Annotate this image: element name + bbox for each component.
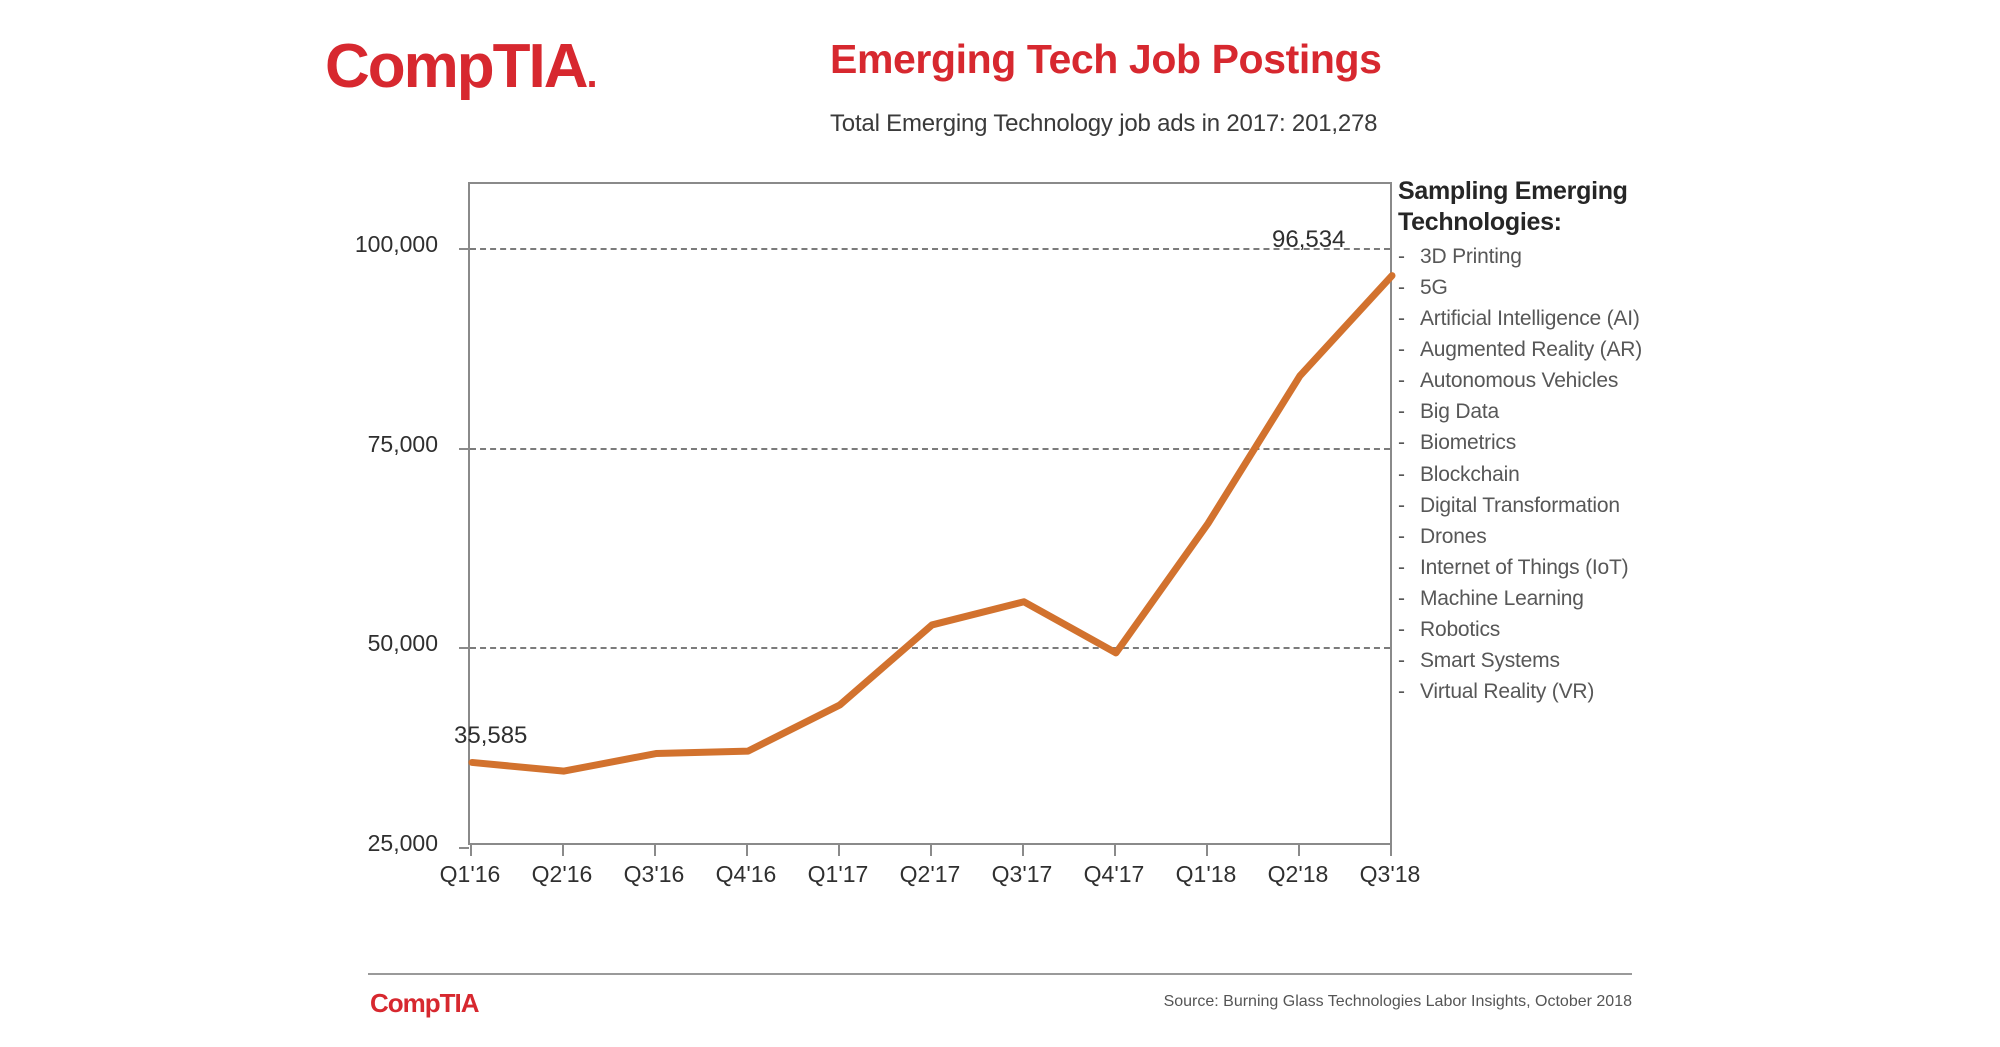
comptia-logo: CompTIA. <box>325 36 598 98</box>
gridline <box>470 447 1390 450</box>
list-item-label: Blockchain <box>1420 462 1520 486</box>
list-item-label: Internet of Things (IoT) <box>1420 555 1629 579</box>
y-tick-label: 75,000 <box>367 430 438 457</box>
x-tick-mark <box>562 845 564 856</box>
list-bullet: - <box>1398 338 1405 362</box>
list-item-label: Virtual Reality (VR) <box>1420 680 1595 704</box>
x-tick-mark <box>746 845 748 856</box>
footer-source-text: Source: Burning Glass Technologies Labor… <box>1163 993 1632 1010</box>
x-tick-mark <box>1298 845 1300 856</box>
data-point-label: 35,585 <box>454 722 528 750</box>
list-item-label: Smart Systems <box>1420 649 1560 673</box>
x-tick-mark <box>1022 845 1024 856</box>
list-item: - Big Data <box>1398 396 1728 427</box>
sidebar-heading-line2: Technologies: <box>1398 207 1562 236</box>
x-tick-label: Q3'17 <box>991 861 1053 887</box>
list-item-label: Autonomous Vehicles <box>1420 369 1619 393</box>
list-item-label: Augmented Reality (AR) <box>1420 338 1643 362</box>
list-bullet: - <box>1398 617 1405 641</box>
sidebar-heading-line1: Sampling Emerging <box>1398 177 1628 205</box>
list-bullet: - <box>1398 276 1405 300</box>
list-item: - Internet of Things (IoT) <box>1398 552 1728 583</box>
list-item-label: Machine Learning <box>1420 586 1584 610</box>
list-bullet: - <box>1398 586 1405 610</box>
x-tick-mark <box>654 845 656 856</box>
y-tick-label: 50,000 <box>367 630 438 657</box>
comptia-logo-dot: . <box>586 52 598 96</box>
list-item-label: Big Data <box>1420 400 1499 424</box>
list-item-label: Drones <box>1420 524 1487 548</box>
x-tick-label: Q3'18 <box>1359 861 1421 887</box>
list-item: - Machine Learning <box>1398 583 1728 614</box>
x-tick-label: Q4'17 <box>1083 861 1145 887</box>
y-tick-mark <box>459 847 469 849</box>
x-tick-mark <box>838 845 840 856</box>
list-item-label: Robotics <box>1420 617 1501 641</box>
x-tick-label: Q1'16 <box>439 861 501 887</box>
list-item: - Augmented Reality (AR) <box>1398 334 1728 365</box>
x-tick-label: Q2'18 <box>1267 861 1329 887</box>
series-line <box>468 272 1396 775</box>
y-tick-label: 25,000 <box>367 830 438 856</box>
footer-divider <box>368 973 1632 975</box>
x-tick-mark <box>1206 845 1208 856</box>
x-axis: Q1'16 Q2'16 Q3'16 Q4'16 Q1'17 Q2'17 Q3'17 Q4'17… <box>440 845 1420 905</box>
list-bullet: - <box>1398 555 1405 579</box>
list-bullet: - <box>1398 680 1405 704</box>
comptia-logo-text: CompTIA <box>325 32 589 101</box>
x-tick-label: Q2'17 <box>899 861 961 887</box>
y-tick-label: 100,000 <box>354 230 438 257</box>
list-item: - Autonomous Vehicles <box>1398 365 1728 396</box>
x-tick-label: Q4'16 <box>715 861 777 887</box>
chart-gridlines <box>459 184 1390 849</box>
list-bullet: - <box>1398 493 1405 517</box>
list-item-label: 3D Printing <box>1420 245 1522 268</box>
list-bullet: - <box>1398 307 1405 331</box>
gridline <box>470 247 1390 250</box>
y-tick-mark <box>459 247 469 250</box>
list-bullet: - <box>1398 245 1405 268</box>
list-item: - Digital Transformation <box>1398 490 1728 521</box>
list-item: -3D Printing <box>1398 241 1728 272</box>
list-item-label: Digital Transformation <box>1420 493 1620 517</box>
list-item-label: Artificial Intelligence (AI) <box>1420 307 1640 331</box>
page-title: Emerging Tech Job Postings <box>830 36 1382 82</box>
list-item: - Blockchain <box>1398 459 1728 490</box>
x-tick-mark <box>930 845 932 856</box>
list-item: - Biometrics <box>1398 427 1728 458</box>
list-bullet: - <box>1398 431 1405 455</box>
y-tick-mark <box>459 647 469 650</box>
list-bullet: - <box>1398 462 1405 486</box>
list-item-label: Biometrics <box>1420 431 1517 455</box>
x-tick-mark <box>1114 845 1116 856</box>
footer-comptia-logo: CompTIA <box>370 988 480 1018</box>
list-item: - Artificial Intelligence (AI) <box>1398 303 1728 334</box>
technology-list: -3D Printing -5G - Artificial Intelligence … <box>1398 241 1728 707</box>
page-subtitle: Total Emerging Technology job ads in 201… <box>830 110 1378 137</box>
y-tick-mark <box>459 447 469 450</box>
sidebar-heading: Sampling Emerging Technologies: <box>1398 176 1728 237</box>
list-item: - Virtual Reality (VR) <box>1398 676 1728 707</box>
x-tick-label: Q3'16 <box>623 861 685 887</box>
x-tick-label: Q1'18 <box>1175 861 1237 887</box>
data-point-label: 96,534 <box>1272 225 1346 253</box>
list-bullet: - <box>1398 400 1405 424</box>
x-tick-label: Q1'17 <box>807 861 869 887</box>
list-item-label: 5G <box>1420 276 1448 300</box>
list-item: - Smart Systems <box>1398 645 1728 676</box>
x-tick-label: Q2'16 <box>531 861 593 887</box>
list-item: - Drones <box>1398 521 1728 552</box>
list-item: - Robotics <box>1398 614 1728 645</box>
list-item: -5G <box>1398 272 1728 303</box>
list-bullet: - <box>1398 524 1405 548</box>
sampling-technologies-panel: Sampling Emerging Technologies: -3D Prin… <box>1398 176 1728 707</box>
list-bullet: - <box>1398 649 1405 673</box>
x-tick-mark <box>1390 845 1392 856</box>
chart-plot-area <box>459 182 1396 849</box>
gridline <box>470 647 1390 650</box>
x-tick-mark <box>470 845 472 856</box>
chart-line-series <box>468 272 1396 775</box>
list-bullet: - <box>1398 369 1405 393</box>
